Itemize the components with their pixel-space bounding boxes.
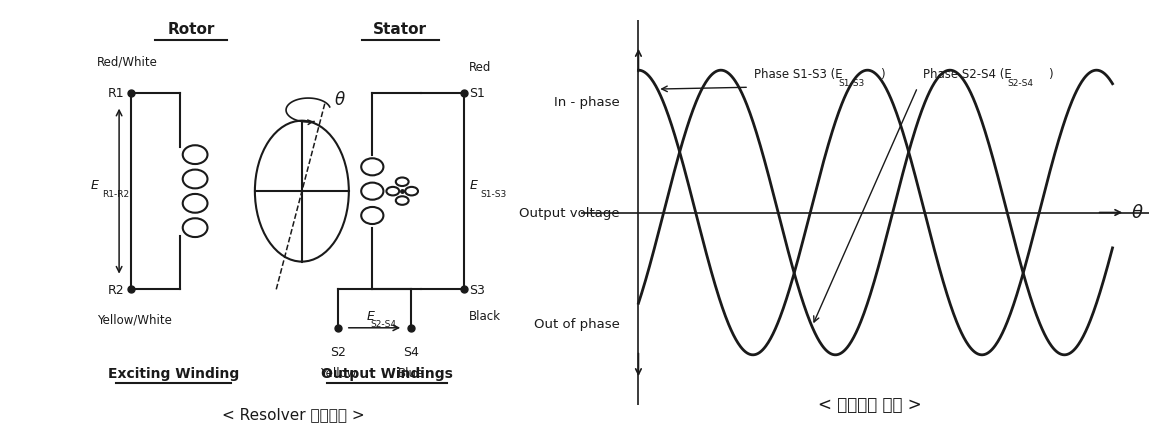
- Ellipse shape: [361, 159, 383, 176]
- Text: Out of phase: Out of phase: [534, 317, 620, 330]
- Text: < 출력전압 특성 >: < 출력전압 특성 >: [819, 395, 922, 413]
- Text: Blue: Blue: [397, 366, 424, 379]
- Text: R1-R2: R1-R2: [102, 189, 129, 199]
- Ellipse shape: [361, 207, 383, 225]
- Text: S1-S3: S1-S3: [481, 189, 506, 199]
- Ellipse shape: [387, 187, 399, 196]
- Ellipse shape: [182, 146, 208, 164]
- Text: S2-S4: S2-S4: [370, 319, 396, 328]
- Text: Red/White: Red/White: [96, 55, 158, 68]
- Text: Rotor: Rotor: [167, 22, 215, 37]
- Text: Red: Red: [469, 61, 491, 74]
- Text: Stator: Stator: [373, 22, 427, 37]
- Text: Output voltage: Output voltage: [519, 207, 620, 219]
- Text: ): ): [1048, 68, 1053, 81]
- Text: S2-S4: S2-S4: [1008, 79, 1033, 88]
- Text: $\theta$: $\theta$: [334, 91, 346, 109]
- Ellipse shape: [182, 170, 208, 189]
- Text: Yellow: Yellow: [320, 366, 356, 379]
- Ellipse shape: [396, 178, 409, 187]
- Text: Exciting Winding: Exciting Winding: [108, 366, 239, 380]
- Text: S4: S4: [403, 345, 419, 358]
- Text: R1: R1: [108, 87, 124, 100]
- Text: < Resolver 권선구조 >: < Resolver 권선구조 >: [222, 406, 365, 421]
- Ellipse shape: [405, 187, 418, 196]
- Text: S2: S2: [330, 345, 346, 358]
- Ellipse shape: [182, 194, 208, 213]
- Text: $\theta$: $\theta$: [1132, 204, 1144, 222]
- Text: Phase S1-S3 (E: Phase S1-S3 (E: [755, 68, 843, 81]
- Text: ): ): [880, 68, 885, 81]
- Text: E: E: [367, 310, 375, 322]
- Text: S3: S3: [469, 283, 485, 296]
- Text: E: E: [91, 179, 99, 192]
- Ellipse shape: [255, 121, 348, 262]
- Text: E: E: [469, 179, 477, 192]
- Text: Phase S2-S4 (E: Phase S2-S4 (E: [923, 68, 1011, 81]
- Text: Black: Black: [469, 310, 502, 322]
- Ellipse shape: [396, 197, 409, 205]
- Text: R2: R2: [108, 283, 124, 296]
- Text: In - phase: In - phase: [554, 96, 620, 109]
- Text: S1: S1: [469, 87, 485, 100]
- Ellipse shape: [361, 183, 383, 200]
- Text: S1-S3: S1-S3: [838, 79, 865, 88]
- Text: Yellow/White: Yellow/White: [96, 313, 172, 326]
- Ellipse shape: [182, 219, 208, 238]
- Text: Output Windings: Output Windings: [322, 366, 453, 380]
